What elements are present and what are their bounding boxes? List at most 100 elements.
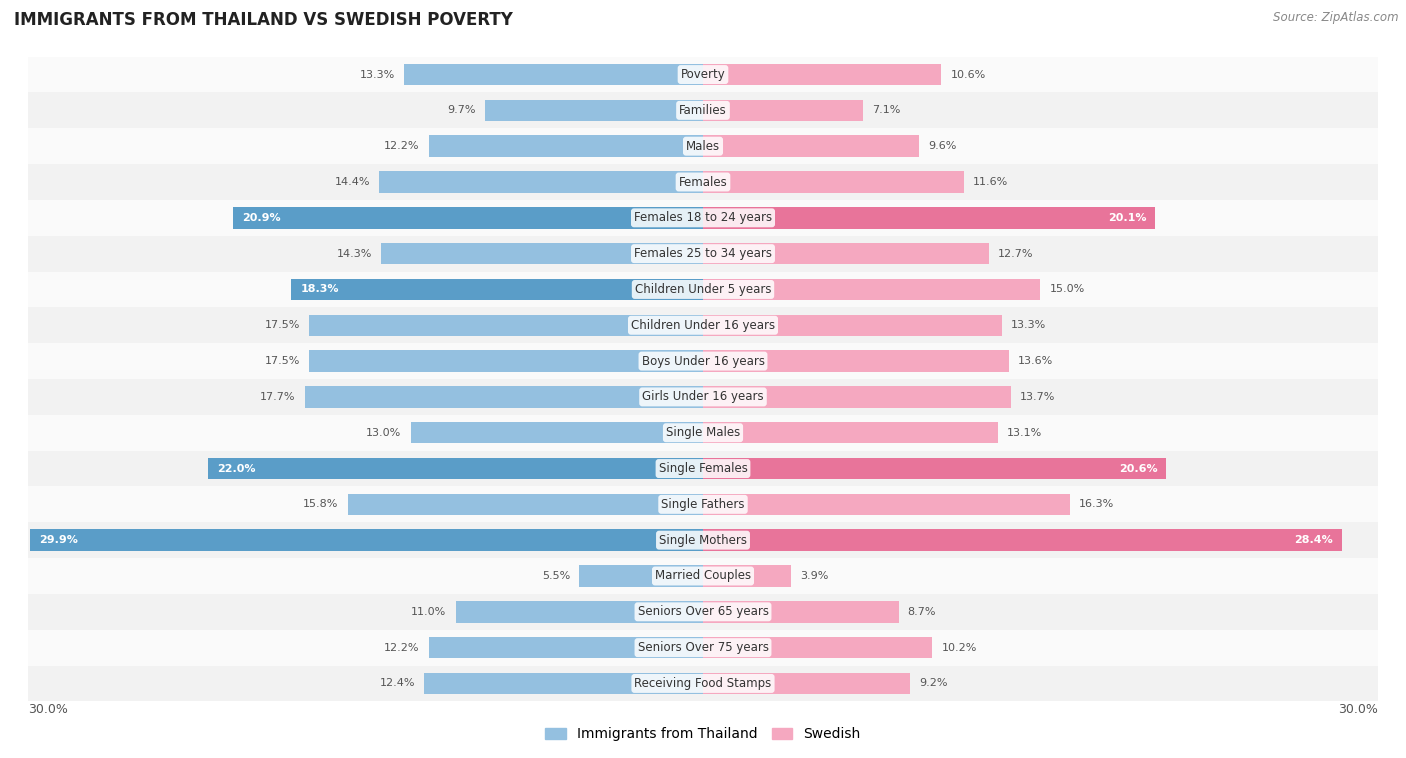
Text: Seniors Over 75 years: Seniors Over 75 years bbox=[637, 641, 769, 654]
Text: 13.6%: 13.6% bbox=[1018, 356, 1053, 366]
Text: 13.3%: 13.3% bbox=[360, 70, 395, 80]
Text: 20.9%: 20.9% bbox=[242, 213, 280, 223]
Text: Families: Families bbox=[679, 104, 727, 117]
Bar bbox=[28, 164, 1378, 200]
Bar bbox=[703, 601, 898, 622]
Bar bbox=[703, 171, 965, 193]
Bar bbox=[291, 279, 703, 300]
Bar bbox=[703, 99, 863, 121]
Text: Single Fathers: Single Fathers bbox=[661, 498, 745, 511]
Bar bbox=[28, 271, 1378, 307]
Text: 13.0%: 13.0% bbox=[367, 428, 402, 437]
Text: Children Under 16 years: Children Under 16 years bbox=[631, 319, 775, 332]
Bar bbox=[703, 493, 1070, 515]
Text: 11.6%: 11.6% bbox=[973, 177, 1008, 187]
Text: Children Under 5 years: Children Under 5 years bbox=[634, 283, 772, 296]
Bar bbox=[411, 422, 703, 443]
Text: 10.6%: 10.6% bbox=[950, 70, 986, 80]
Text: Receiving Food Stamps: Receiving Food Stamps bbox=[634, 677, 772, 690]
Bar bbox=[703, 136, 920, 157]
Text: Females: Females bbox=[679, 176, 727, 189]
Text: 30.0%: 30.0% bbox=[28, 703, 67, 716]
Bar bbox=[703, 350, 1010, 372]
Text: 12.2%: 12.2% bbox=[384, 643, 419, 653]
Text: Females 25 to 34 years: Females 25 to 34 years bbox=[634, 247, 772, 260]
Text: 13.3%: 13.3% bbox=[1011, 321, 1046, 330]
Bar bbox=[456, 601, 703, 622]
Text: 14.3%: 14.3% bbox=[337, 249, 373, 258]
Bar bbox=[309, 350, 703, 372]
Text: Males: Males bbox=[686, 139, 720, 152]
Bar bbox=[404, 64, 703, 86]
Bar bbox=[28, 666, 1378, 701]
Text: 11.0%: 11.0% bbox=[412, 607, 447, 617]
Text: Poverty: Poverty bbox=[681, 68, 725, 81]
Text: 7.1%: 7.1% bbox=[872, 105, 900, 115]
Bar bbox=[28, 200, 1378, 236]
Text: 18.3%: 18.3% bbox=[301, 284, 339, 294]
Bar bbox=[429, 136, 703, 157]
Bar bbox=[28, 343, 1378, 379]
Bar bbox=[485, 99, 703, 121]
Bar bbox=[347, 493, 703, 515]
Text: 12.2%: 12.2% bbox=[384, 141, 419, 151]
Text: 20.6%: 20.6% bbox=[1119, 464, 1157, 474]
Text: 15.8%: 15.8% bbox=[304, 500, 339, 509]
Bar bbox=[579, 565, 703, 587]
Bar bbox=[703, 458, 1167, 479]
Text: 17.7%: 17.7% bbox=[260, 392, 295, 402]
Text: 17.5%: 17.5% bbox=[264, 356, 301, 366]
Bar bbox=[28, 630, 1378, 666]
Bar bbox=[703, 279, 1040, 300]
Text: Single Males: Single Males bbox=[666, 426, 740, 439]
Text: 16.3%: 16.3% bbox=[1078, 500, 1114, 509]
Bar bbox=[425, 672, 703, 694]
Bar bbox=[28, 558, 1378, 594]
Bar bbox=[28, 307, 1378, 343]
Bar bbox=[28, 128, 1378, 164]
Bar bbox=[429, 637, 703, 659]
Text: 9.2%: 9.2% bbox=[920, 678, 948, 688]
Bar bbox=[703, 64, 942, 86]
Bar bbox=[28, 415, 1378, 451]
Text: 5.5%: 5.5% bbox=[543, 571, 571, 581]
Text: Seniors Over 65 years: Seniors Over 65 years bbox=[637, 606, 769, 619]
Bar bbox=[28, 451, 1378, 487]
Text: 14.4%: 14.4% bbox=[335, 177, 370, 187]
Bar bbox=[28, 379, 1378, 415]
Bar bbox=[703, 529, 1341, 551]
Text: 3.9%: 3.9% bbox=[800, 571, 828, 581]
Text: 12.4%: 12.4% bbox=[380, 678, 415, 688]
Text: 9.7%: 9.7% bbox=[447, 105, 475, 115]
Bar bbox=[28, 594, 1378, 630]
Bar bbox=[28, 92, 1378, 128]
Bar bbox=[305, 386, 703, 408]
Bar bbox=[28, 522, 1378, 558]
Text: 8.7%: 8.7% bbox=[908, 607, 936, 617]
Bar bbox=[703, 315, 1002, 336]
Text: Boys Under 16 years: Boys Under 16 years bbox=[641, 355, 765, 368]
Text: Single Females: Single Females bbox=[658, 462, 748, 475]
Text: Married Couples: Married Couples bbox=[655, 569, 751, 582]
Bar bbox=[28, 236, 1378, 271]
Bar bbox=[28, 487, 1378, 522]
Bar bbox=[380, 171, 703, 193]
Text: 28.4%: 28.4% bbox=[1294, 535, 1333, 545]
Text: 12.7%: 12.7% bbox=[998, 249, 1033, 258]
Bar bbox=[28, 57, 1378, 92]
Text: 9.6%: 9.6% bbox=[928, 141, 956, 151]
Text: 13.7%: 13.7% bbox=[1021, 392, 1056, 402]
Text: 15.0%: 15.0% bbox=[1049, 284, 1084, 294]
Bar bbox=[703, 243, 988, 265]
Text: IMMIGRANTS FROM THAILAND VS SWEDISH POVERTY: IMMIGRANTS FROM THAILAND VS SWEDISH POVE… bbox=[14, 11, 513, 30]
Text: Single Mothers: Single Mothers bbox=[659, 534, 747, 547]
Text: 20.1%: 20.1% bbox=[1108, 213, 1146, 223]
Text: Girls Under 16 years: Girls Under 16 years bbox=[643, 390, 763, 403]
Bar bbox=[703, 386, 1011, 408]
Text: 17.5%: 17.5% bbox=[264, 321, 301, 330]
Text: 13.1%: 13.1% bbox=[1007, 428, 1042, 437]
Bar bbox=[703, 565, 790, 587]
Text: 29.9%: 29.9% bbox=[39, 535, 79, 545]
Text: Source: ZipAtlas.com: Source: ZipAtlas.com bbox=[1274, 11, 1399, 24]
Bar bbox=[703, 672, 910, 694]
